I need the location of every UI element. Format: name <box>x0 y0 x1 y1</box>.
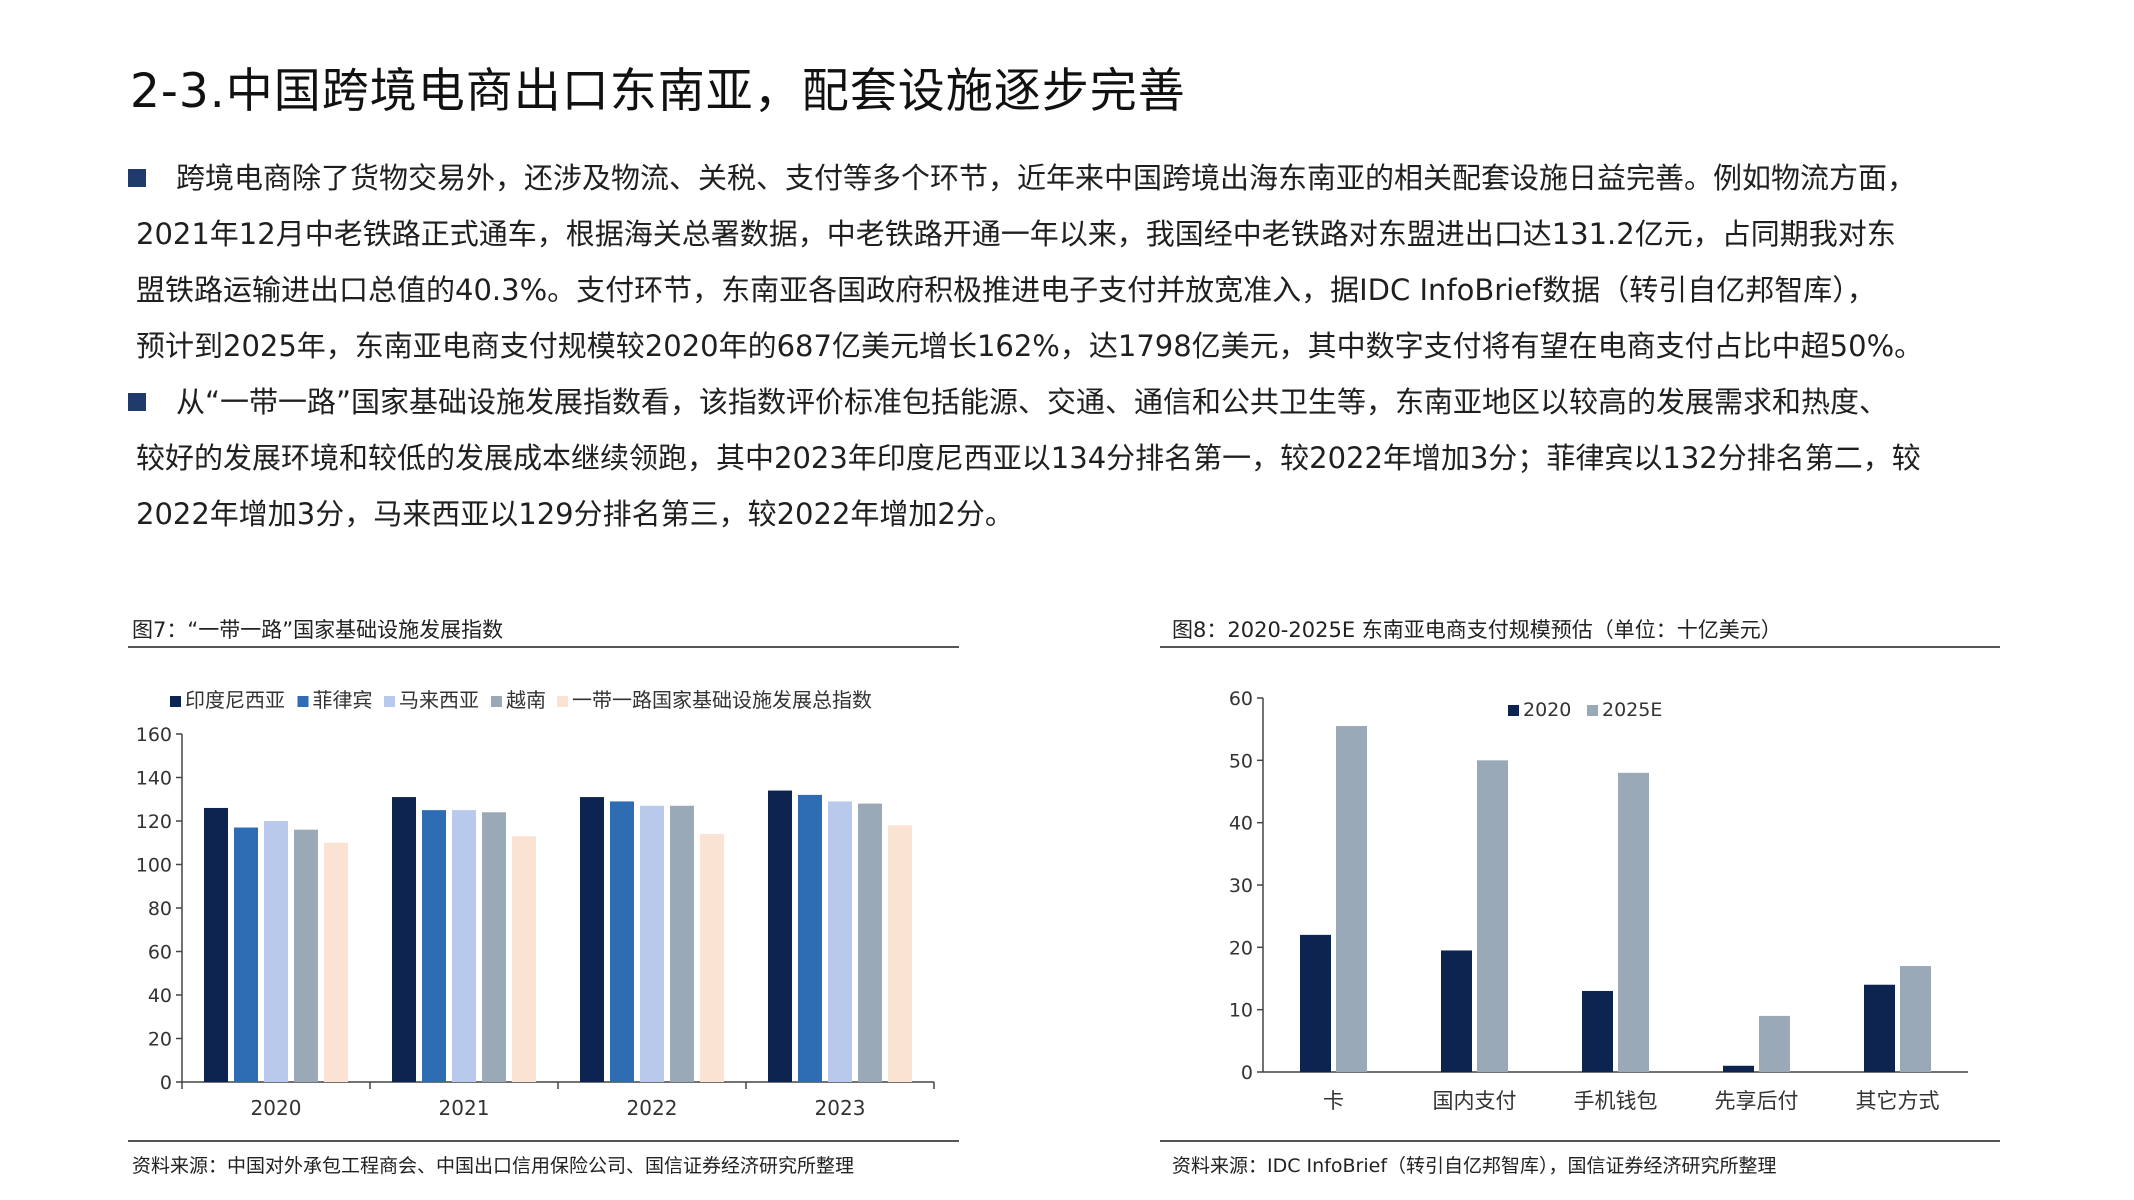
figure7-caption: 图7：“一带一路”国家基础设施发展指数 <box>132 618 504 642</box>
y-tick-label: 0 <box>1241 1062 1253 1084</box>
legend-swatch <box>297 696 309 707</box>
y-tick-label: 160 <box>136 724 172 746</box>
bar <box>1477 760 1508 1072</box>
y-tick-label: 10 <box>1229 1000 1253 1022</box>
paragraph-line: 从“一带一路”国家基础设施发展指数看，该指数评价标准包括能源、交通、通信和公共卫… <box>176 385 1889 419</box>
y-tick-label: 40 <box>1229 813 1253 835</box>
bar <box>392 797 416 1082</box>
x-category-label: 其它方式 <box>1856 1089 1940 1113</box>
bar <box>1336 726 1367 1072</box>
bar <box>452 810 476 1082</box>
bar <box>858 803 882 1082</box>
y-tick-label: 40 <box>148 985 172 1007</box>
bar <box>670 805 694 1082</box>
figure8-caption: 图8：2020-2025E 东南亚电商支付规模预估（单位：十亿美元） <box>1172 618 1782 642</box>
legend-swatch <box>557 696 568 707</box>
bar <box>1864 984 1895 1072</box>
bar <box>482 812 506 1082</box>
x-category-label: 国内支付 <box>1433 1089 1517 1113</box>
x-category-label: 先享后付 <box>1715 1089 1799 1113</box>
paragraph-line: 2021年12月中老铁路正式通车，根据海关总署数据，中老铁路开通一年以来，我国经… <box>136 217 1896 251</box>
legend-swatch <box>491 696 502 707</box>
bar <box>264 821 288 1082</box>
figure8-source: 资料来源：IDC InfoBrief（转引自亿邦智库），国信证券经济研究所整理 <box>1172 1155 1777 1177</box>
bar <box>1582 990 1613 1072</box>
figure8-chart: 0 10 20 30 40 50 60 卡 国内支付 手机钱包 先享后付 其它方式 2020 2025E <box>1229 688 1968 1113</box>
legend-label: 印度尼西亚 <box>185 688 285 712</box>
paragraph-line: 预计到2025年，东南亚电商支付规模较2020年的687亿美元增长162%，达1… <box>136 329 1924 363</box>
paragraph-2: 从“一带一路”国家基础设施发展指数看，该指数评价标准包括能源、交通、通信和公共卫… <box>136 374 2056 542</box>
y-tick-label: 100 <box>136 855 172 877</box>
legend-swatch <box>170 696 181 707</box>
x-category-label: 卡 <box>1323 1089 1344 1113</box>
paragraph-line: 2022年增加3分，马来西亚以129分排名第三，较2022年增加2分。 <box>136 497 1014 531</box>
bar <box>422 810 446 1082</box>
legend-label: 越南 <box>506 688 546 712</box>
bar <box>1759 1015 1790 1072</box>
bar <box>828 801 852 1082</box>
figure7-top-rule <box>128 646 959 648</box>
paragraph-line: 盟铁路运输进出口总值的40.3%。支付环节，东南亚各国政府积极推进电子支付并放宽… <box>136 273 1876 307</box>
bar <box>1618 772 1649 1072</box>
figure7-bottom-rule <box>128 1140 959 1142</box>
x-category-label: 手机钱包 <box>1574 1089 1658 1113</box>
y-tick-label: 20 <box>1229 937 1253 959</box>
y-tick-label: 60 <box>148 942 172 964</box>
bar <box>512 836 536 1082</box>
paragraph-line: 跨境电商除了货物交易外，还涉及物流、关税、支付等多个环节，近年来中国跨境出海东南… <box>176 161 1917 195</box>
x-category-label: 2021 <box>439 1096 490 1120</box>
y-tick-label: 120 <box>136 811 172 833</box>
bar <box>798 794 822 1082</box>
bar <box>888 825 912 1082</box>
figure8-bottom-rule <box>1160 1140 2000 1142</box>
bar <box>234 827 258 1082</box>
bar <box>580 797 604 1082</box>
bullet-marker-1 <box>128 169 146 187</box>
x-category-label: 2023 <box>815 1096 866 1120</box>
figure7-chart: 0 20 40 60 80 100 120 140 160 2020 2021 2022 2023 印度尼… <box>136 688 935 1120</box>
bar <box>610 801 634 1082</box>
legend-label: 2020 <box>1523 699 1571 721</box>
bar <box>294 829 318 1082</box>
bar <box>1900 966 1931 1072</box>
bar <box>640 805 664 1082</box>
bar <box>204 807 228 1082</box>
page-title: 2-3.中国跨境电商出口东南亚，配套设施逐步完善 <box>130 64 1186 119</box>
y-tick-label: 80 <box>148 898 172 920</box>
y-tick-label: 30 <box>1229 875 1253 897</box>
legend-label: 马来西亚 <box>399 688 479 712</box>
y-tick-label: 60 <box>1229 688 1253 710</box>
y-tick-label: 50 <box>1229 750 1253 772</box>
y-tick-label: 20 <box>148 1029 172 1051</box>
legend-label: 2025E <box>1602 699 1662 721</box>
paragraph-line: 较好的发展环境和较低的发展成本继续领跑，其中2023年印度尼西亚以134分排名第… <box>136 441 1921 475</box>
bar <box>1300 934 1331 1072</box>
legend-label: 一带一路国家基础设施发展总指数 <box>572 688 872 712</box>
bullet-marker-2 <box>128 393 146 411</box>
legend-swatch <box>1587 705 1598 716</box>
x-category-label: 2022 <box>627 1096 678 1120</box>
x-category-label: 2020 <box>251 1096 302 1120</box>
paragraph-1: 跨境电商除了货物交易外，还涉及物流、关税、支付等多个环节，近年来中国跨境出海东南… <box>136 150 2056 374</box>
y-tick-label: 140 <box>136 768 172 790</box>
legend-swatch <box>1508 705 1519 716</box>
legend-label: 菲律宾 <box>313 688 373 712</box>
figure8-top-rule <box>1160 646 2000 648</box>
bar <box>1441 950 1472 1072</box>
legend-swatch <box>384 696 395 707</box>
y-tick-label: 0 <box>160 1072 172 1094</box>
bar <box>768 790 792 1082</box>
bar <box>1723 1065 1754 1072</box>
bar <box>324 842 348 1082</box>
bar <box>700 834 724 1082</box>
figure7-source: 资料来源：中国对外承包工程商会、中国出口信用保险公司、国信证券经济研究所整理 <box>132 1155 855 1177</box>
